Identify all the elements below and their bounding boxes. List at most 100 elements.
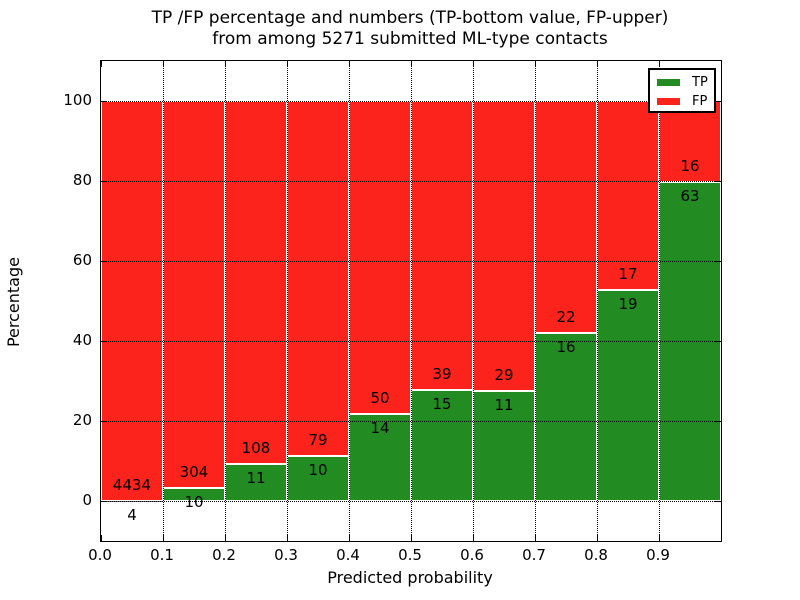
tp-count-label: 10 [184,493,204,512]
grid-layer [101,61,721,541]
fp-count-label: 50 [370,388,390,407]
bar-fp-segment [287,101,349,457]
y-tick-mark [715,180,721,182]
fp-count-label: 79 [308,431,328,450]
x-tick-label: 0.0 [88,546,112,564]
bar-tp-segment [225,464,287,501]
plot-area: 4434 4 304 10 108 11 79 10 50 14 39 15 29 11 22 16 17 19 1… [100,60,722,542]
fp-count-label: 29 [494,366,514,384]
bar-fp-segment [659,101,721,182]
gridline-vertical [472,61,474,541]
x-tick-label: 0.2 [212,546,236,564]
x-tick-mark [348,61,350,67]
x-tick-mark [101,535,103,541]
gridline-horizontal [101,181,721,182]
fp-count-label: 17 [618,264,638,283]
fp-count-label: 108 [241,439,271,458]
tp-count-label: 63 [680,187,700,205]
x-tick-mark [658,61,660,67]
y-tick-label: 0 [82,491,92,509]
bar-fp-segment [535,101,597,333]
tp-count-label: 10 [308,461,328,480]
gridline-vertical [596,61,598,541]
legend-swatch-tp [657,79,680,86]
gridline-vertical [534,61,536,541]
x-tick-mark [534,61,536,67]
y-tick-mark [715,100,721,102]
gridline-vertical [286,61,288,541]
chart-title: TP /FP percentage and numbers (TP-bottom… [100,8,720,50]
x-tick-mark [596,535,598,541]
x-tick-mark [472,61,474,67]
gridline-vertical [658,61,660,541]
y-tick-mark [101,260,107,262]
x-tick-label: 0.8 [584,546,608,564]
fp-count-label: 304 [179,463,209,482]
x-tick-mark [658,535,660,541]
x-tick-mark [348,535,350,541]
legend-label-fp: FP [692,94,708,109]
y-tick-mark [715,420,721,422]
y-tick-mark [101,340,107,342]
gridline-vertical [162,61,164,541]
x-tick-label: 0.5 [398,546,422,564]
y-tick-label: 80 [72,171,92,189]
tp-count-label: 15 [432,394,452,413]
ticks-layer [101,61,721,541]
gridline-vertical [224,61,226,541]
x-tick-mark [224,535,226,541]
gridline-vertical [410,61,412,541]
bar-fp-segment [473,101,535,391]
tp-count-label: 11 [246,469,266,488]
x-tick-mark [410,61,412,67]
bar-tp-segment [473,391,535,501]
x-tick-mark [224,61,226,67]
bar-fp-segment [101,101,163,501]
gridline-horizontal [101,101,721,102]
x-tick-label: 0.1 [150,546,174,564]
chart-title-line1: TP /FP percentage and numbers (TP-bottom… [151,8,669,28]
bar-tp-segment [597,289,659,501]
y-tick-label: 20 [72,411,92,429]
legend-swatch-fp [657,98,680,105]
x-tick-mark [162,61,164,67]
bar-fp-segment [163,101,225,489]
bar-tp-segment [349,413,411,501]
tp-count-label: 4 [127,505,137,524]
tp-count-label: 16 [556,337,576,356]
legend-entry: TP [650,73,714,92]
bar-fp-segment [349,101,411,414]
x-tick-mark [162,535,164,541]
annotations-layer: 4434 4 304 10 108 11 79 10 50 14 39 15 29 11 22 16 17 19 1… [101,61,721,541]
x-tick-mark [286,61,288,67]
x-tick-mark [286,535,288,541]
x-tick-label: 0.9 [646,546,670,564]
x-tick-mark [472,535,474,541]
gridline-horizontal [101,341,721,342]
x-tick-label: 0.4 [336,546,360,564]
fp-count-label: 16 [680,157,700,175]
y-tick-mark [715,340,721,342]
x-tick-label: 0.3 [274,546,298,564]
bar-fp-segment [225,101,287,465]
legend-label-tp: TP [692,75,708,90]
gridline-horizontal [101,261,721,262]
y-tick-mark [101,100,107,102]
x-tick-mark [534,535,536,541]
y-tick-mark [101,500,107,502]
x-axis-label: Predicted probability [327,568,493,587]
bar-fp-segment [597,101,659,290]
legend-entry: FP [650,92,714,111]
bar-tp-segment [287,456,349,501]
y-tick-mark [715,260,721,262]
y-tick-mark [101,420,107,422]
fp-count-label: 39 [432,364,452,383]
y-tick-mark [101,180,107,182]
y-tick-label: 40 [72,331,92,349]
tp-count-label: 19 [618,294,638,313]
tp-count-label: 14 [370,418,390,437]
x-tick-mark [101,61,103,67]
y-tick-label: 100 [63,91,92,109]
x-tick-mark [410,535,412,541]
